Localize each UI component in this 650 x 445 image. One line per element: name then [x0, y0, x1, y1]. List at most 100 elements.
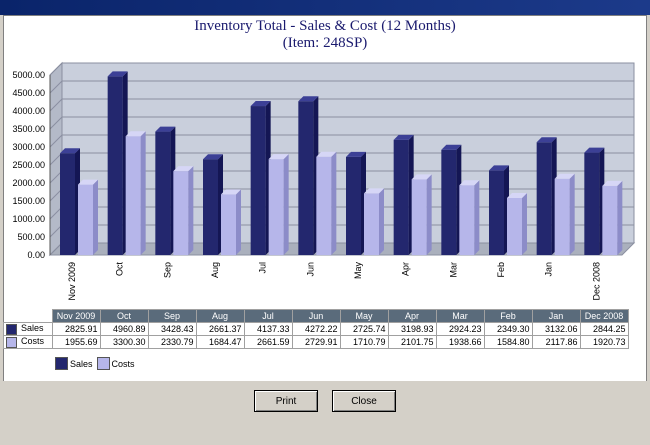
bar-sales	[489, 170, 504, 255]
bar-costs	[268, 159, 284, 255]
bar-costs	[125, 136, 141, 255]
table-cell: 2729.91	[291, 335, 341, 349]
table-cell: 2725.74	[339, 322, 389, 336]
legend-item-sales: Sales	[55, 357, 93, 370]
bar-sales	[346, 156, 361, 255]
table-row-label: Costs	[3, 335, 53, 349]
table-cell: 1938.66	[435, 335, 485, 349]
gridline-depth	[49, 116, 63, 130]
bar-sales	[155, 131, 171, 255]
chart-subtitle: (Item: 248SP)	[282, 35, 368, 51]
bar-sales-top	[298, 96, 319, 102]
bar-sales	[203, 159, 218, 255]
bar-sales	[441, 149, 457, 255]
y-tick-label: 0.00	[27, 250, 45, 260]
bar-costs-side	[617, 180, 623, 255]
legend-label-costs: Costs	[111, 358, 135, 369]
bar-costs-top	[78, 179, 98, 185]
bar-sales	[60, 153, 75, 255]
x-tick-label: Nov 2009	[67, 262, 77, 301]
table-cell: 2661.59	[243, 335, 293, 349]
bar-chart: 0.00 500.00 1000.00 1500.00 2000.00 2500.00 30…	[12, 61, 636, 301]
bar-costs-side	[569, 173, 575, 255]
x-tick-label: Aug	[210, 262, 220, 278]
table-header-cell: Sep	[147, 309, 197, 323]
bar-sales	[536, 142, 552, 255]
bar-sales	[393, 139, 409, 255]
table-cell: 2661.37	[195, 322, 245, 336]
bar-costs-side	[140, 131, 146, 255]
bar-sales	[584, 152, 600, 255]
y-tick-label: 2500.00	[12, 160, 45, 170]
table-cell: 3132.06	[531, 322, 581, 336]
legend-label-sales: Sales	[70, 358, 93, 369]
bar-sales	[298, 101, 314, 256]
y-tick-label: 4500.00	[12, 88, 45, 98]
data-table: Nov 2009 Oct Sep Aug Jul Jun May Apr Mar Feb Jan De…	[3, 309, 629, 349]
y-tick-label: 1000.00	[12, 214, 45, 224]
bar-sales-top	[536, 137, 557, 143]
bar-costs	[364, 193, 379, 255]
bar-costs-top	[173, 166, 194, 172]
legend-swatch-sales	[55, 357, 68, 370]
bar-costs-top	[507, 192, 527, 198]
table-row-swatch	[6, 323, 17, 335]
bar-sales-top	[155, 126, 176, 132]
bar-costs-top	[364, 188, 384, 194]
gridline-depth	[49, 80, 63, 94]
y-tick-label: 1500.00	[12, 196, 45, 206]
table-cell: 1920.73	[579, 335, 629, 349]
close-button[interactable]: Close	[332, 390, 396, 412]
x-tick-label: Oct	[115, 262, 125, 277]
table-row: Costs 1955.69 3300.30 2330.79 1684.47 2661.59…	[3, 335, 629, 349]
table-header-cell: Jun	[291, 309, 341, 323]
bar-costs-top	[554, 173, 575, 179]
bar-sales	[250, 106, 266, 255]
y-tick-label: 2000.00	[12, 178, 45, 188]
bar-costs-side	[331, 151, 337, 255]
table-header-cell: May	[339, 309, 389, 323]
y-tick-label: 4000.00	[12, 106, 45, 116]
bar-sales-top	[60, 148, 80, 154]
x-tick-label: Dec 2008	[591, 262, 601, 301]
bar-sales-top	[393, 134, 414, 140]
table-row-swatch	[6, 336, 17, 348]
legend-item-costs: Costs	[96, 357, 135, 370]
legend-swatch-costs	[96, 357, 110, 370]
legend: Sales Costs	[55, 357, 135, 370]
chart-title: Inventory Total - Sales & Cost (12 Month…	[194, 18, 456, 34]
button-bar	[0, 381, 650, 445]
bar-costs-top	[459, 180, 480, 186]
gridline-depth	[49, 62, 63, 76]
y-tick-label: 3000.00	[12, 142, 45, 152]
bar-costs-side	[236, 189, 241, 255]
bar-costs	[459, 185, 475, 255]
table-row: Sales 2825.91 4960.89 3428.43 2661.37 4137.33…	[3, 322, 629, 336]
bar-sales-top	[250, 101, 271, 107]
bar-costs	[221, 194, 236, 255]
y-tick-label: 500.00	[17, 232, 45, 242]
bar-costs-side	[426, 174, 432, 255]
bar-costs-side	[474, 180, 480, 255]
bar-costs-top	[316, 151, 337, 157]
x-tick-label: Jan	[544, 262, 554, 277]
table-header-cell: Dec 2008	[579, 309, 629, 323]
bar-costs-side	[283, 154, 289, 255]
bar-costs-top	[411, 174, 432, 180]
table-cell: 2101.75	[387, 335, 437, 349]
x-tick-label: Apr	[401, 262, 411, 276]
table-header-cell: Nov 2009	[51, 309, 101, 323]
table-header-cell: Jan	[531, 309, 581, 323]
bar-costs-side	[188, 166, 194, 255]
x-tick-label: Jun	[305, 262, 315, 277]
table-row-label: Sales	[3, 322, 53, 336]
bar-costs-side	[93, 179, 98, 255]
table-cell: 2825.91	[51, 322, 101, 336]
table-cell: 1584.80	[483, 335, 533, 349]
window-titlebar	[0, 0, 650, 15]
table-header-cell: Oct	[99, 309, 149, 323]
print-button[interactable]: Print	[254, 390, 318, 412]
table-cell: 1684.47	[195, 335, 245, 349]
table-cell: 2330.79	[147, 335, 197, 349]
table-cell: 1710.79	[339, 335, 389, 349]
